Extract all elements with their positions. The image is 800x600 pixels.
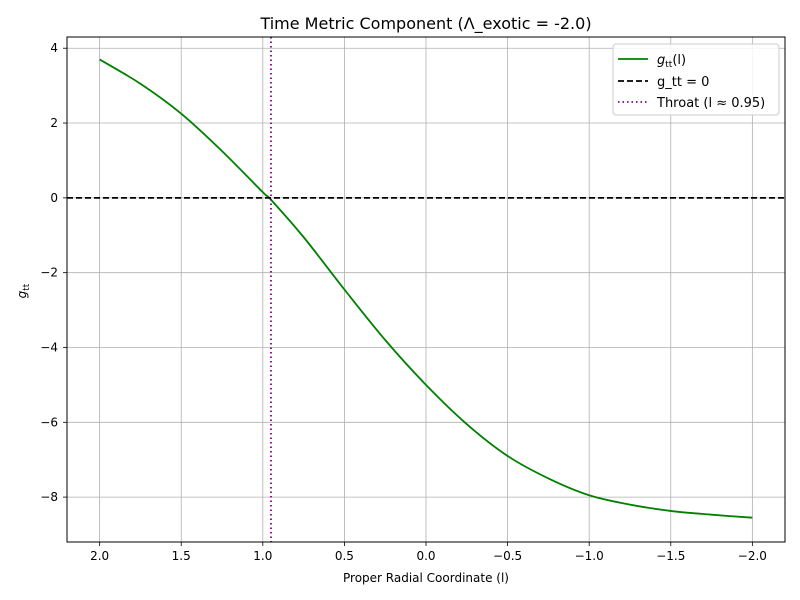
chart-title: Time Metric Component (Λ_exotic = -2.0) (259, 14, 591, 34)
y-tick-label: −8 (40, 490, 58, 504)
y-tick-label: −2 (40, 266, 58, 280)
y-tick-label: −4 (40, 340, 58, 354)
x-tick-label: −0.5 (493, 549, 522, 563)
x-tick-label: −1.0 (575, 549, 604, 563)
legend-box (612, 43, 780, 116)
legend-gtt-sub: tt (665, 60, 673, 70)
legend-label-throat: Throat (l ≈ 0.95) (656, 96, 765, 111)
y-tick-label: 4 (50, 41, 58, 55)
y-tick-label: 2 (50, 116, 58, 130)
gtt-curve (99, 58, 753, 519)
legend-label-zero: g_tt = 0 (657, 75, 709, 90)
legend: gtt(l) g_tt = 0 Throat (l ≈ 0.95) (612, 43, 780, 116)
y-axis-label-base: g (15, 290, 29, 298)
legend-gtt-base: g (657, 53, 665, 68)
y-tick-label: 0 (50, 191, 58, 205)
y-axis-label-sub: tt (22, 283, 32, 291)
y-tick-label: −6 (40, 415, 58, 429)
x-tick-label: −2.0 (738, 549, 767, 563)
legend-gtt-suffix: (l) (672, 53, 686, 68)
legend-label-gtt: gtt(l) (657, 53, 686, 70)
x-tick-label: 1.5 (172, 549, 191, 563)
y-axis-label: gtt (15, 283, 32, 298)
x-tick-label: 2.0 (90, 549, 109, 563)
x-tick-label: 1.0 (253, 549, 272, 563)
ticks: 2.0 1.5 1.0 0.5 0.0 −0.5 −1.0 −1.5 −2.0 4 2 0 −2 −4 −6… (40, 41, 767, 563)
x-axis-label: Proper Radial Coordinate (l) (343, 571, 509, 585)
x-tick-label: 0.0 (416, 549, 435, 563)
series-layer (67, 37, 785, 542)
x-tick-label: −1.5 (656, 549, 685, 563)
x-tick-label: 0.5 (335, 549, 354, 563)
